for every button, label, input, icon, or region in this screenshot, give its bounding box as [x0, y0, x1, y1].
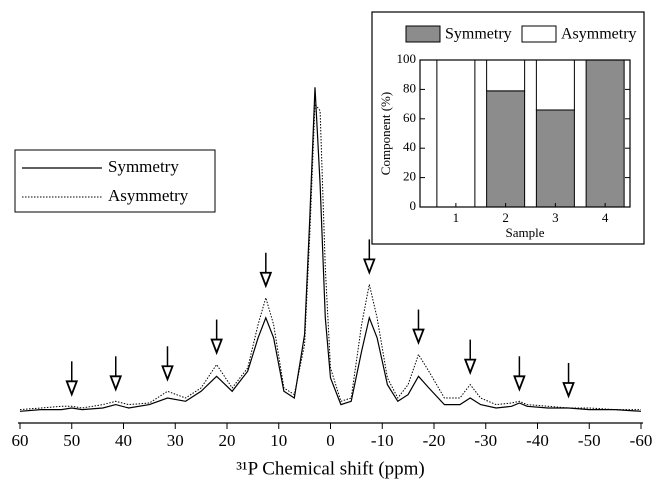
arrow-head	[363, 258, 376, 275]
legend-label: Asymmetry	[561, 26, 637, 43]
x-tick-label: 40	[115, 431, 132, 450]
x-tick-label: 50	[63, 431, 80, 450]
x-tick-label: -30	[474, 431, 497, 450]
x-tick-label: 60	[12, 431, 29, 450]
x-tick-label: -40	[526, 431, 549, 450]
legend-swatch	[521, 25, 557, 43]
legend-swatch	[405, 25, 441, 43]
arrow-head	[562, 382, 575, 399]
plot-frame	[419, 59, 631, 208]
x-axis-label: Sample	[506, 225, 545, 240]
x-tick-label: -20	[423, 431, 446, 450]
legend-label: Symmetry	[108, 157, 179, 176]
bar-segment	[585, 59, 625, 208]
arrow-head	[161, 365, 174, 382]
x-tick-label: 3	[552, 210, 559, 225]
inset-chart: 0 20 40 60 80 100 1 2 3 4 Sample Component (%) Symme…	[371, 11, 645, 245]
x-tick-label: 2	[502, 210, 509, 225]
bar-segment	[486, 59, 526, 92]
y-tick-label: 100	[397, 51, 417, 66]
arrow-head	[65, 380, 79, 397]
y-tick-label: 0	[410, 198, 417, 213]
legend-box	[14, 149, 216, 213]
arrow-head	[210, 338, 223, 356]
arrow-head	[109, 375, 123, 392]
bar-segment	[535, 59, 575, 111]
x-tick-label: 0	[326, 431, 335, 450]
y-tick-label: 40	[403, 139, 416, 154]
y-tick-label: 60	[403, 110, 416, 125]
bar-segment	[436, 59, 476, 208]
x-tick-label: 1	[453, 210, 460, 225]
x-tick-label: -60	[630, 431, 653, 450]
x-tick-label: -10	[371, 431, 394, 450]
bar-segment	[486, 90, 526, 208]
x-tick-label: 10	[270, 431, 287, 450]
x-axis-label: ³¹P Chemical shift (ppm)	[236, 458, 425, 479]
arrow-head	[412, 328, 425, 346]
y-tick-label: 20	[403, 169, 416, 184]
x-tick-label: -50	[578, 431, 601, 450]
x-tick-label: 30	[167, 431, 184, 450]
y-axis-label: Component (%)	[378, 92, 393, 175]
y-tick-label: 80	[403, 80, 416, 95]
x-tick-label: 20	[219, 431, 236, 450]
spectrum-line	[19, 102, 641, 411]
arrow-head	[513, 375, 526, 392]
bar-segment	[535, 109, 575, 208]
x-tick-label: 4	[602, 210, 609, 225]
spectrum-line	[19, 87, 642, 412]
arrow-head	[259, 271, 273, 289]
legend-label: Symmetry	[445, 26, 512, 43]
legend-label: Asymmetry	[108, 186, 189, 205]
arrow-head	[463, 358, 477, 376]
